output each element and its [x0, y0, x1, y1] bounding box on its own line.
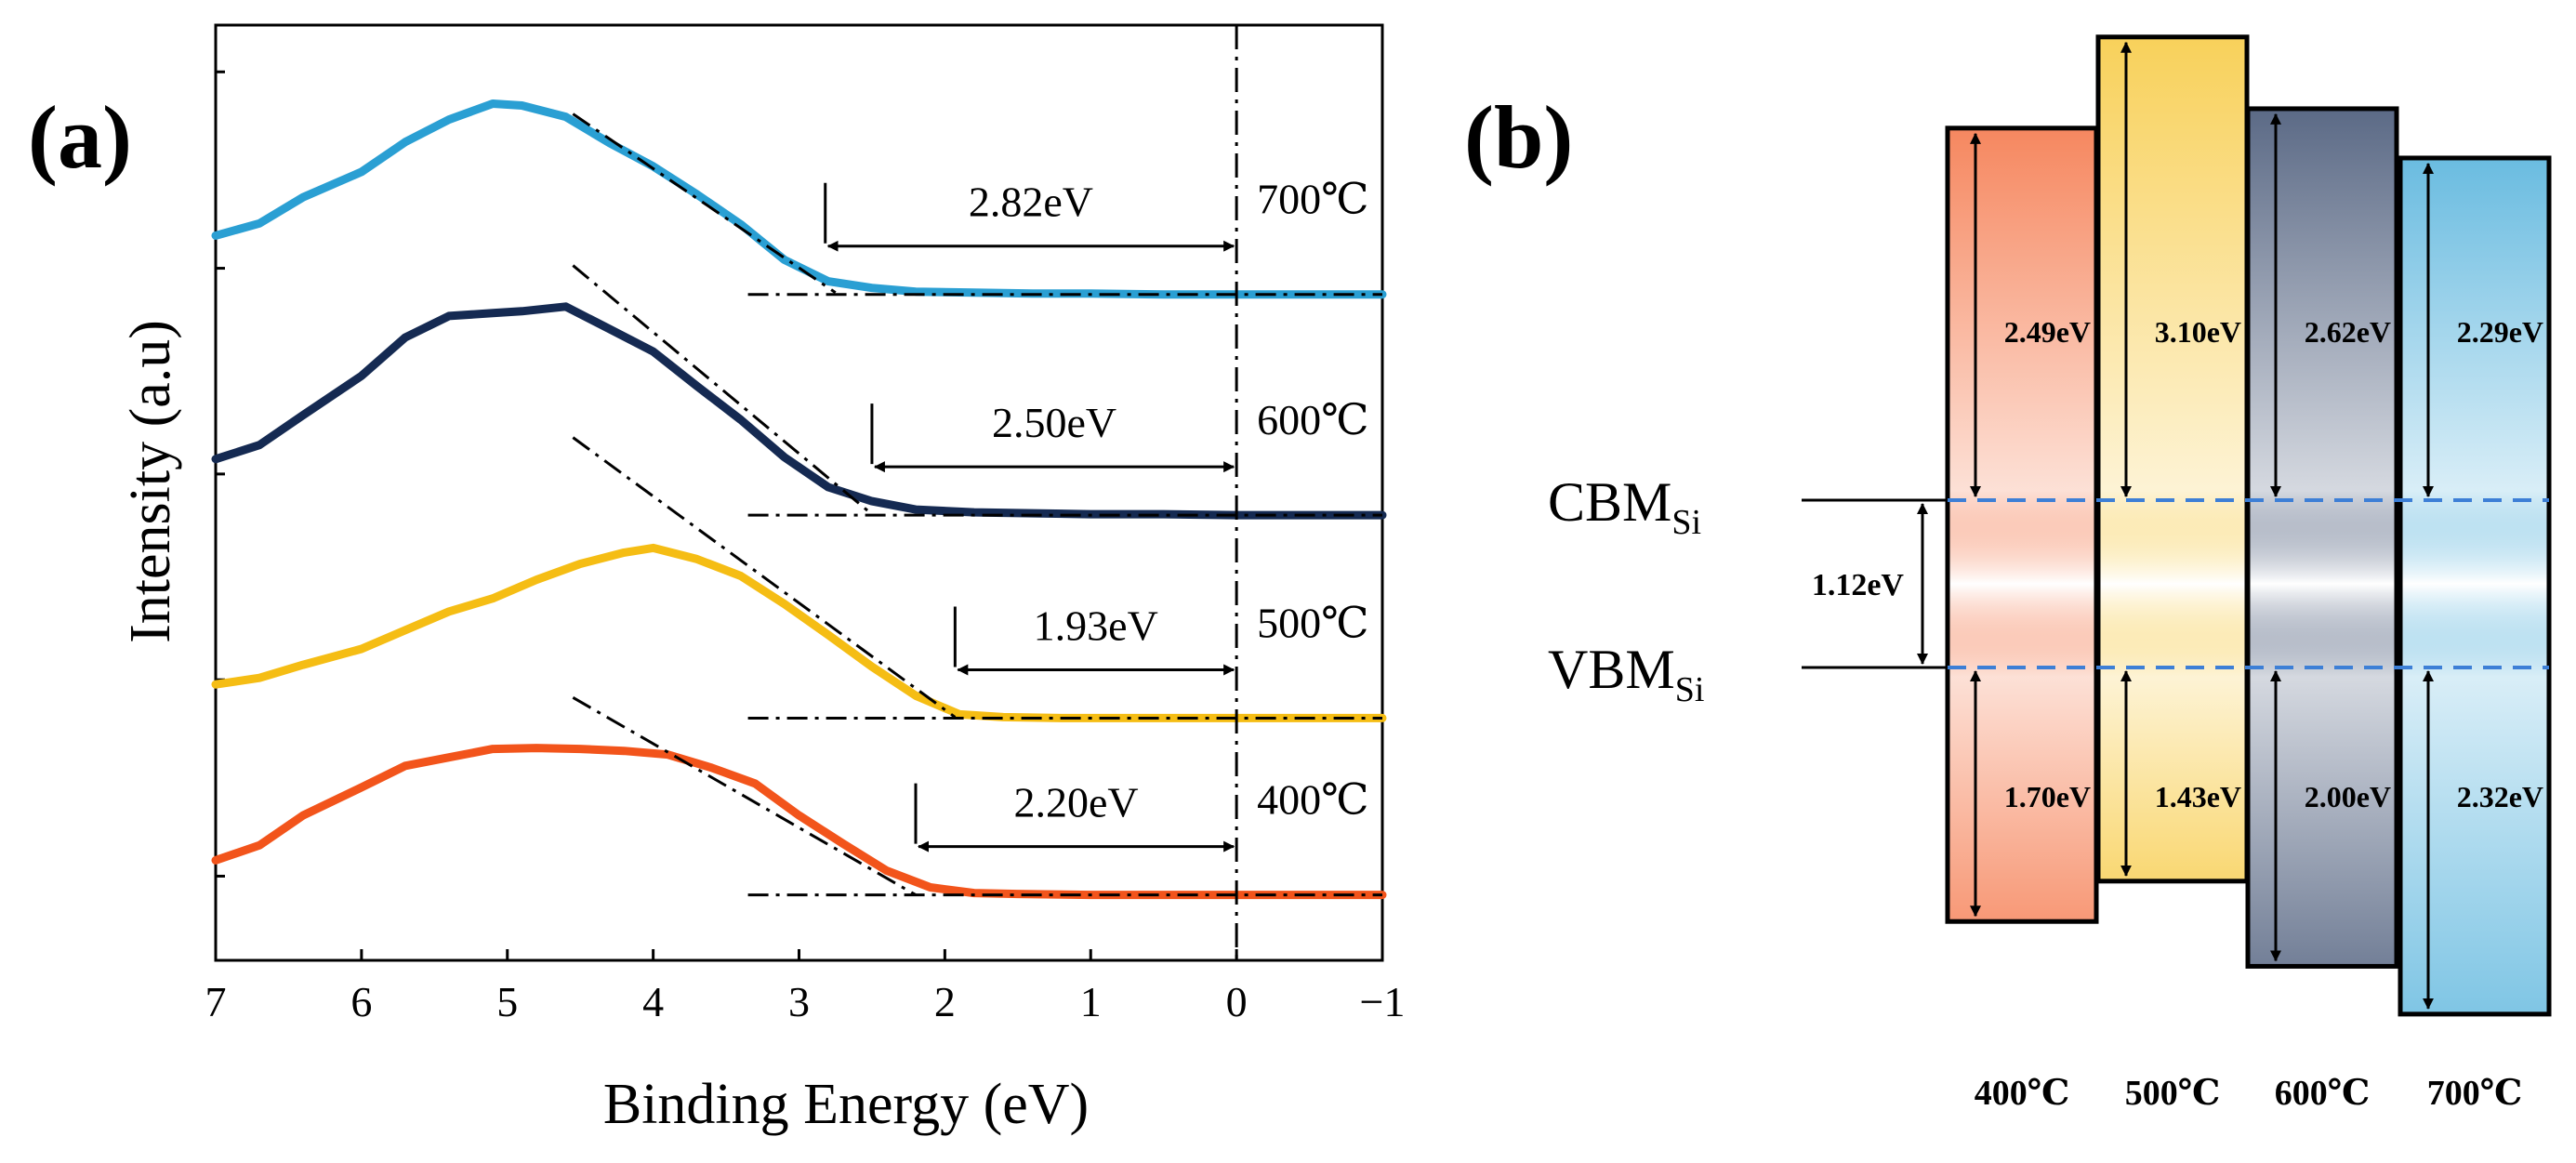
gap-label: 1.93eV	[1034, 601, 1158, 649]
gap-label: 2.20eV	[1013, 779, 1138, 826]
x-tick-label: 1	[1080, 978, 1102, 1025]
cb-offset-label: 2.29eV	[2457, 315, 2543, 349]
cb-offset-label: 2.62eV	[2305, 315, 2391, 349]
tangent-line	[572, 696, 917, 896]
x-ticks: 7 6 5 4 3 2 1 0 −1	[205, 949, 1406, 1025]
series-temp-label: 500℃	[1257, 599, 1368, 646]
band-boxes	[1945, 34, 2552, 1017]
annotations-group: 2.82eV 700℃ 2.50eV 600℃ 1.93eV 500℃ 2.20eV 400℃	[572, 25, 1382, 960]
series-group	[211, 99, 1387, 900]
vb-offset-label: 2.32eV	[2457, 780, 2543, 813]
series-line-500	[211, 543, 1387, 722]
column-temp-label: 400℃	[1975, 1074, 2070, 1113]
x-tick-label: 6	[350, 978, 372, 1025]
y-axis-label: Intensity (a.u)	[119, 320, 182, 643]
panel-a: (a) 7 6 5 4 3 2 1 0 −1 2.82eV 700℃ 2.50eV 600℃ 1.93e…	[28, 23, 1406, 1136]
vb-offset-label: 1.70eV	[2004, 780, 2091, 813]
cbm-label-subscript: Si	[1671, 503, 1701, 542]
band-box-500	[2095, 34, 2250, 884]
band-box-600	[2245, 106, 2399, 969]
x-tick-label: 5	[496, 978, 518, 1025]
series-temp-label: 400℃	[1257, 776, 1368, 824]
tangent-line	[572, 264, 873, 516]
column-temp-label: 500℃	[2125, 1074, 2221, 1113]
cbm-label: CBMSi	[1548, 471, 1701, 542]
panel-label-a: (a)	[28, 87, 132, 187]
x-tick-label: 3	[788, 978, 810, 1025]
vb-offset-label: 1.43eV	[2155, 780, 2241, 813]
vbm-label-subscript: Si	[1675, 670, 1705, 709]
cb-offset-label: 3.10eV	[2155, 315, 2241, 349]
cbm-label-text: CBM	[1548, 471, 1671, 533]
gap-label: 2.50eV	[992, 399, 1116, 446]
vb-offset-label: 2.00eV	[2305, 780, 2391, 813]
x-tick-label: 4	[642, 978, 664, 1025]
series-temp-label: 600℃	[1257, 396, 1368, 443]
series-temp-label: 700℃	[1257, 176, 1368, 223]
panel-label-b: (b)	[1464, 87, 1573, 187]
band-labels: 2.49eV 1.70eV 400℃ 3.10eV 1.43eV 500℃ 2.62eV 2.…	[1970, 41, 2543, 1113]
column-temp-label: 600℃	[2275, 1074, 2371, 1113]
cb-offset-label: 2.49eV	[2004, 315, 2091, 349]
series-line-700	[211, 99, 1387, 299]
series-line-400	[211, 744, 1387, 900]
x-tick-label: 7	[205, 978, 227, 1025]
gap-label: 2.82eV	[969, 178, 1093, 226]
tangent-line	[572, 436, 957, 719]
tangent-line	[572, 112, 837, 294]
column-temp-label: 700℃	[2427, 1074, 2523, 1113]
vbm-label: VBMSi	[1548, 639, 1704, 709]
band-box-700	[2398, 155, 2552, 1017]
x-axis-label: Binding Energy (eV)	[603, 1073, 1089, 1136]
series-line-600	[211, 302, 1387, 520]
vbm-label-text: VBM	[1548, 639, 1675, 700]
si-gap-label: 1.12eV	[1812, 568, 1905, 602]
x-tick-label: −1	[1360, 978, 1406, 1025]
x-tick-label: 2	[934, 978, 956, 1025]
x-tick-label: 0	[1226, 978, 1248, 1025]
